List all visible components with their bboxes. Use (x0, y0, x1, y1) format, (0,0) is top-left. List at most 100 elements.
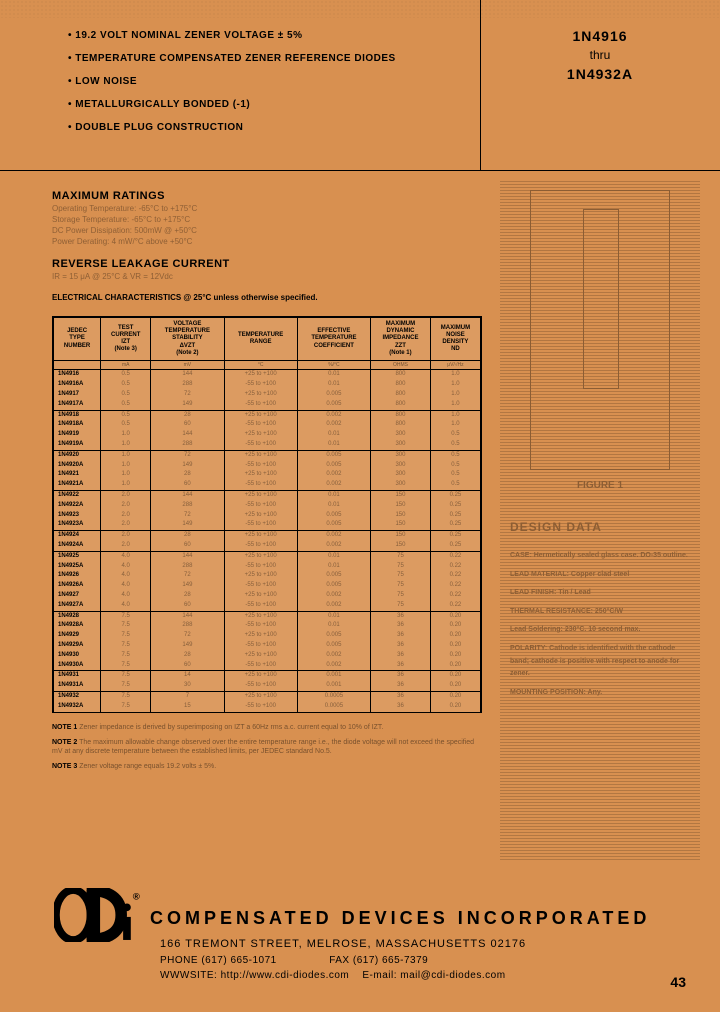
design-data-list: CASE: Hermetically sealed glass case. DO… (510, 550, 690, 705)
note-text: The maximum allowable change observed ov… (52, 739, 474, 755)
data-cell: 0.22 (430, 581, 480, 591)
data-cell: 0.25 (430, 520, 480, 530)
data-cell: 150 (371, 531, 431, 541)
data-cell: 60 (151, 661, 224, 671)
data-cell: 72 (151, 571, 224, 581)
column-header: TESTCURRENTIZT(Note 3) (101, 318, 151, 361)
data-cell: 1N4921A (54, 480, 101, 490)
email: E-mail: mail@cdi-diodes.com (362, 970, 505, 981)
data-cell: 1N4924 (54, 531, 101, 541)
data-cell: 1.0 (430, 380, 480, 390)
data-cell: 1N4918 (54, 410, 101, 420)
rating-line: Storage Temperature: -65°C to +175°C (52, 215, 482, 224)
data-cell: -55 to +100 (224, 400, 297, 410)
data-cell: 150 (371, 511, 431, 521)
part-to: 1N4932A (530, 66, 670, 82)
data-cell: 75 (371, 562, 431, 572)
website: WWWSITE: http://www.cdi-diodes.com (160, 970, 349, 981)
data-cell: 0.5 (101, 400, 151, 410)
table-row: 1N49242.028+25 to +1000.0021500.25 (54, 531, 481, 541)
data-cell: +25 to +100 (224, 611, 297, 621)
unit-cell: OHMS (371, 360, 431, 370)
page-number: 43 (670, 974, 686, 990)
data-cell: 1.0 (430, 410, 480, 420)
data-cell: 0.01 (297, 380, 370, 390)
data-cell: 28 (151, 651, 224, 661)
table-row: 1N49274.028+25 to +1000.002750.22 (54, 591, 481, 601)
data-cell: +25 to +100 (224, 491, 297, 501)
table-row: 1N4932A7.515-55 to +1000.0005360.20 (54, 702, 481, 712)
data-cell: 1.0 (430, 400, 480, 410)
data-cell: 800 (371, 390, 431, 400)
data-cell: 1N4916 (54, 370, 101, 380)
unit-cell: μV/√Hz (430, 360, 480, 370)
table-row: 1N49222.0144+25 to +1000.011500.25 (54, 491, 481, 501)
data-cell: 0.20 (430, 641, 480, 651)
data-cell: 2.0 (101, 491, 151, 501)
unit-cell (54, 360, 101, 370)
data-cell: +25 to +100 (224, 671, 297, 681)
table-row: 1N4931A7.530-55 to +1000.001360.20 (54, 681, 481, 691)
data-cell: 1N4930A (54, 661, 101, 671)
table-row: 1N4916A0.5288-55 to +1000.018001.0 (54, 380, 481, 390)
data-cell: 0.002 (297, 420, 370, 430)
data-cell: 0.22 (430, 601, 480, 611)
data-cell: 1N4917A (54, 400, 101, 410)
divider-horizontal (0, 170, 720, 171)
data-cell: 4.0 (101, 562, 151, 572)
feature-bullet: • METALLURGICALLY BONDED (-1) (68, 99, 488, 110)
data-cell: 1.0 (101, 450, 151, 460)
scan-artifact (0, 0, 720, 18)
data-cell: 300 (371, 480, 431, 490)
data-cell: 149 (151, 641, 224, 651)
data-cell: 0.22 (430, 591, 480, 601)
table-units-row: mAmV°C%/°COHMSμV/√Hz (54, 360, 481, 370)
data-cell: -55 to +100 (224, 380, 297, 390)
data-cell: 300 (371, 470, 431, 480)
table-header-row: JEDECTYPENUMBERTESTCURRENTIZT(Note 3)VOL… (54, 318, 481, 361)
data-cell: 1N4931A (54, 681, 101, 691)
data-cell: 1N4921 (54, 470, 101, 480)
table-row: 1N49170.572+25 to +1000.0058001.0 (54, 390, 481, 400)
data-cell: 1N4932 (54, 691, 101, 701)
data-cell: 0.22 (430, 562, 480, 572)
data-cell: 36 (371, 691, 431, 701)
company-web: WWWSITE: http://www.cdi-diodes.com E-mai… (160, 968, 526, 983)
note: NOTE 1 Zener impedance is derived by sup… (52, 723, 482, 732)
data-cell: 1N4924A (54, 541, 101, 551)
data-cell: 0.5 (430, 461, 480, 471)
data-cell: 0.5 (101, 390, 151, 400)
data-cell: 1.0 (101, 430, 151, 440)
main-content: MAXIMUM RATINGS Operating Temperature: -… (52, 190, 482, 777)
data-cell: 800 (371, 380, 431, 390)
table-row: 1N49327.57+25 to +1000.0005360.20 (54, 691, 481, 701)
data-cell: 36 (371, 702, 431, 712)
table-row: 1N4921A1.060-55 to +1000.0023000.5 (54, 480, 481, 490)
table-row: 1N49254.0144+25 to +1000.01750.22 (54, 551, 481, 561)
part-from: 1N4916 (530, 28, 670, 44)
design-line: CASE: Hermetically sealed glass case. DO… (510, 550, 690, 563)
data-cell: 4.0 (101, 551, 151, 561)
note-label: NOTE 3 (52, 763, 77, 770)
data-cell: 800 (371, 410, 431, 420)
data-cell: +25 to +100 (224, 390, 297, 400)
data-cell: 60 (151, 420, 224, 430)
company-logo: ® (54, 888, 150, 942)
data-cell: 36 (371, 631, 431, 641)
data-cell: 75 (371, 581, 431, 591)
data-cell: 4.0 (101, 571, 151, 581)
table-row: 1N49191.0144+25 to +1000.013000.5 (54, 430, 481, 440)
data-cell: 0.5 (430, 450, 480, 460)
data-cell: 1N4922A (54, 501, 101, 511)
data-cell: 72 (151, 511, 224, 521)
data-cell: 300 (371, 450, 431, 460)
note-text: Zener impedance is derived by superimpos… (79, 724, 383, 731)
data-cell: 0.01 (297, 621, 370, 631)
data-cell: 1N4919 (54, 430, 101, 440)
data-cell: 0.002 (297, 591, 370, 601)
data-cell: 7.5 (101, 611, 151, 621)
data-cell: +25 to +100 (224, 551, 297, 561)
data-cell: 800 (371, 370, 431, 380)
data-cell: +25 to +100 (224, 470, 297, 480)
data-cell: +25 to +100 (224, 370, 297, 380)
